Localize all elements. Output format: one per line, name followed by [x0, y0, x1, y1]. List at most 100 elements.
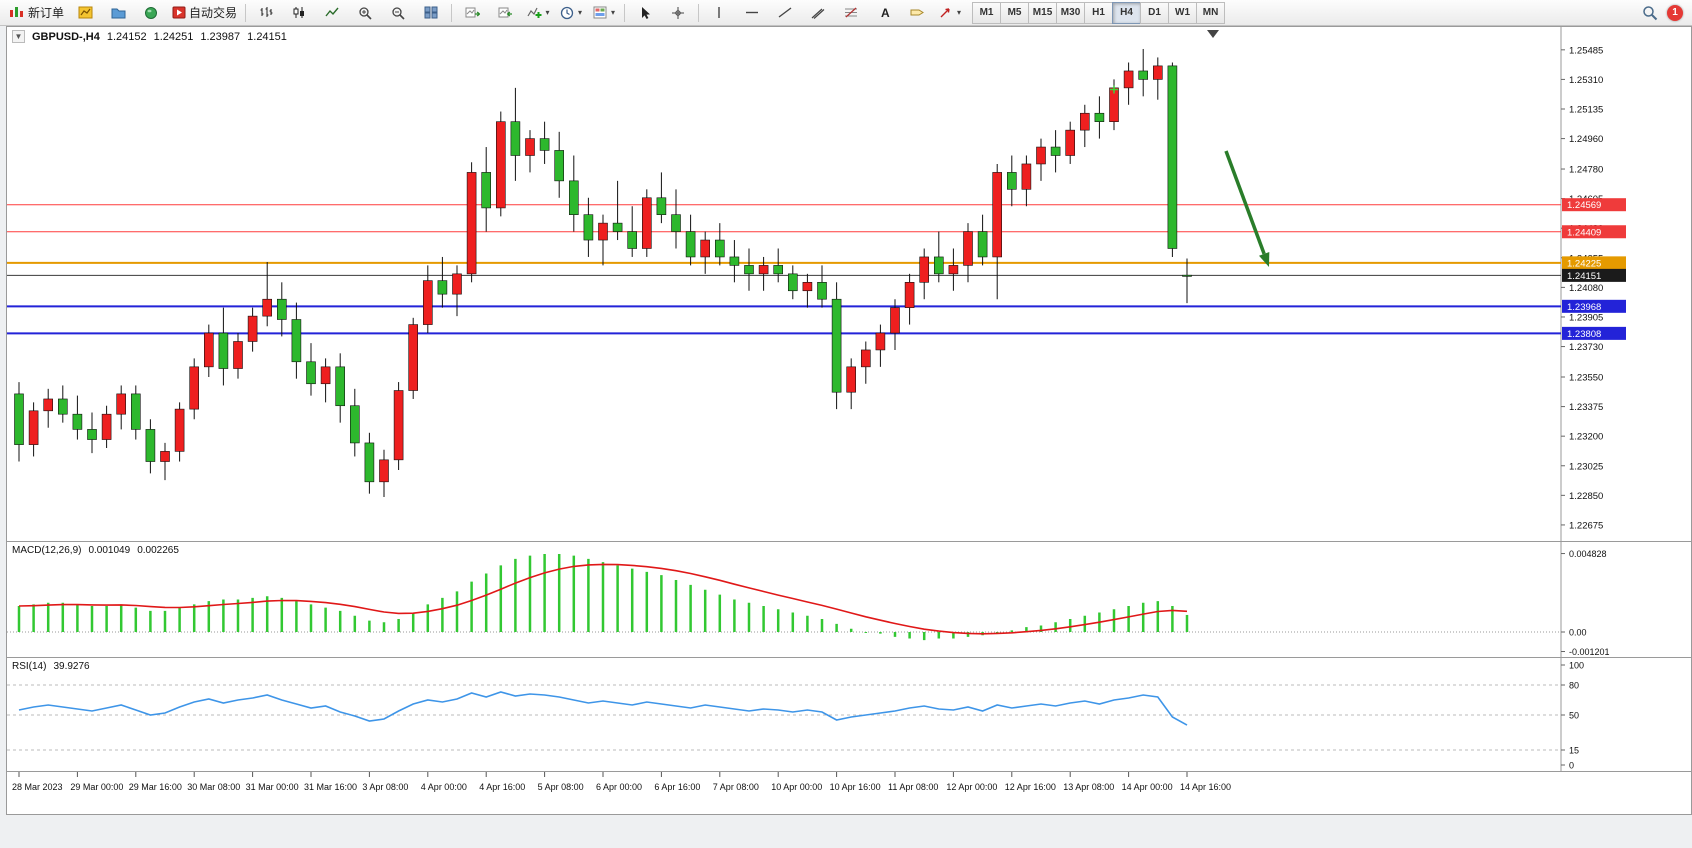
time-axis-canvas[interactable]: 28 Mar 2023 29 Mar 00:00 29 Mar 16:00 30 Ma… [7, 772, 1691, 814]
profiles-button[interactable] [102, 1, 134, 25]
templates-button[interactable]: ▾ [588, 1, 620, 25]
horizontal-line-tool-button[interactable] [736, 1, 768, 25]
cursor-icon [641, 6, 650, 19]
timeframe-MN[interactable]: MN [1196, 1, 1226, 24]
candle-body [1050, 146, 1061, 156]
auto-scroll-button[interactable] [456, 1, 488, 25]
macd-bar [747, 602, 751, 632]
label-icon [910, 9, 924, 16]
search-icon[interactable] [1642, 5, 1658, 21]
trend-arrow-head[interactable] [1259, 252, 1270, 267]
macd-bar [236, 599, 240, 632]
line-chart-type-button[interactable] [316, 1, 348, 25]
indicators-button[interactable]: ▾ [522, 1, 554, 25]
new-chart-button[interactable] [69, 1, 101, 25]
toolbar-separator [624, 3, 626, 22]
candle-body [1123, 70, 1134, 89]
time-axis-label: 12 Apr 00:00 [946, 782, 997, 792]
main-chart-canvas[interactable]: 1.254851.253101.251351.249601.247801.246… [7, 27, 1691, 541]
new-order-button[interactable]: 新订单 [5, 1, 68, 25]
tile-windows-button[interactable] [415, 1, 447, 25]
timeframe-H4[interactable]: H4 [1112, 1, 1142, 24]
toolbar-separator [451, 3, 453, 22]
vertical-line-icon [718, 7, 720, 18]
macd-bar [76, 604, 79, 632]
rsi-value: 39.9276 [53, 661, 90, 672]
candle-body [160, 451, 170, 462]
macd-bar [295, 601, 298, 632]
low-value: 1.23987 [200, 30, 241, 43]
candle-body [933, 256, 944, 275]
macd-bar [674, 580, 678, 632]
bar-chart-type-button[interactable] [250, 1, 282, 25]
macd-bar [455, 591, 459, 632]
notification-badge[interactable]: 1 [1667, 4, 1683, 21]
macd-canvas[interactable]: 0.004828 0.00 -0.001201 [7, 542, 1691, 657]
periods-button[interactable]: ▾ [555, 1, 587, 25]
candle-body [14, 393, 24, 445]
macd-bar [105, 606, 108, 632]
timeframe-M30[interactable]: M30 [1056, 1, 1086, 24]
candle-body [116, 393, 126, 415]
candle-body [787, 273, 798, 292]
time-axis-label: 6 Apr 16:00 [654, 782, 700, 792]
zoom-in-button[interactable] [349, 1, 381, 25]
zoom-out-button[interactable] [382, 1, 414, 25]
macd-bar [207, 601, 211, 632]
candle-body [1065, 129, 1075, 156]
price-axis-label: 1.24080 [1569, 283, 1603, 294]
candle-body [72, 413, 83, 430]
dropdown-caret: ▾ [578, 8, 583, 17]
channel-icon [811, 8, 825, 19]
candle-body [291, 319, 302, 363]
autotrading-button[interactable]: 自动交易 [168, 1, 241, 25]
candle-body [422, 280, 433, 325]
candle-body [262, 298, 272, 317]
chart-shift-marker[interactable] [1207, 30, 1219, 38]
macd-bar [368, 620, 371, 632]
price-badge-label: 1.24569 [1567, 200, 1601, 211]
time-axis-panel[interactable]: 28 Mar 2023 29 Mar 00:00 29 Mar 16:00 30 Ma… [7, 771, 1691, 814]
candle-body [1006, 172, 1017, 190]
trendline-tool-button[interactable] [769, 1, 801, 25]
label-tool-button[interactable] [901, 1, 933, 25]
candle-body [28, 410, 39, 445]
chart-shift-button[interactable] [489, 1, 521, 25]
timeframe-M15[interactable]: M15 [1028, 1, 1058, 24]
macd-bar [806, 615, 809, 632]
macd-bar [1010, 630, 1014, 632]
market-watch-button[interactable] [135, 1, 167, 25]
arrows-tool-button[interactable]: ▾ [934, 1, 966, 25]
macd-bar [265, 596, 269, 632]
time-axis-label: 14 Apr 00:00 [1122, 782, 1173, 792]
text-tool-button[interactable]: A [868, 1, 900, 25]
toolbar-separator [698, 3, 700, 22]
macd-axis-label: 0.004828 [1569, 549, 1607, 559]
timeframe-W1[interactable]: W1 [1168, 1, 1198, 24]
candle-body [1021, 163, 1032, 190]
candle-body [379, 459, 389, 483]
macd-bar [660, 575, 663, 632]
timeframe-M5[interactable]: M5 [1000, 1, 1030, 24]
cursor-tool-button[interactable] [629, 1, 661, 25]
channel-tool-button[interactable] [802, 1, 834, 25]
rsi-canvas[interactable]: 100 80 50 15 0 [7, 658, 1691, 771]
macd-bar [879, 632, 882, 634]
timeframe-D1[interactable]: D1 [1140, 1, 1170, 24]
crosshair-tool-button[interactable] [662, 1, 694, 25]
vertical-line-tool-button[interactable] [703, 1, 735, 25]
timeframe-M1[interactable]: M1 [972, 1, 1002, 24]
macd-bar [280, 597, 284, 632]
fibonacci-tool-button[interactable] [835, 1, 867, 25]
indicators-icon [527, 7, 542, 18]
trend-arrow[interactable] [1224, 150, 1266, 255]
macd-bar [952, 632, 955, 639]
periods-clock-icon [560, 6, 574, 19]
macd-bar [178, 607, 181, 632]
market-watch-icon [145, 6, 158, 19]
timeframe-H1[interactable]: H1 [1084, 1, 1114, 24]
candle-body [218, 332, 229, 369]
candlestick-type-button[interactable] [283, 1, 315, 25]
macd-bar [1141, 602, 1145, 632]
ohlc-toggle-icon[interactable]: ▼ [12, 30, 25, 43]
